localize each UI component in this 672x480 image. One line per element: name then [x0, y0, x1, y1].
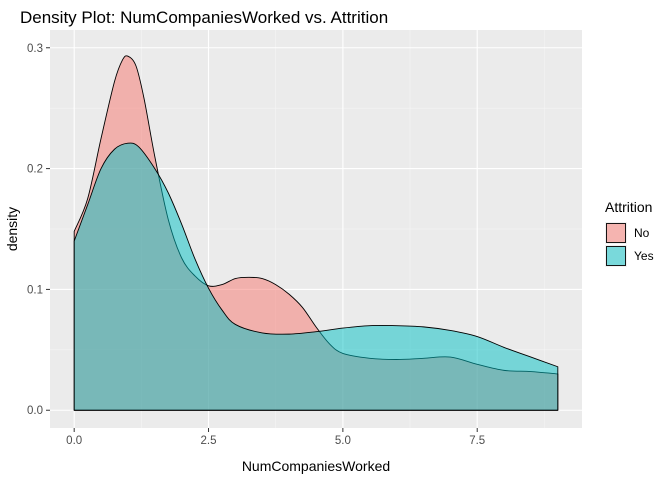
legend-item-yes: Yes — [605, 245, 654, 267]
x-tick-label: 2.5 — [201, 435, 217, 447]
legend-label: Yes — [634, 249, 654, 263]
y-tick-label: 0.2 — [27, 164, 43, 176]
x-axis-title: NumCompaniesWorked — [242, 458, 390, 474]
density-areas — [73, 55, 559, 411]
legend: Attrition No Yes — [605, 199, 654, 267]
y-tick-label: 0.3 — [27, 43, 43, 55]
x-tick-label: 5.0 — [335, 435, 351, 447]
x-tick-label: 7.5 — [469, 435, 485, 447]
x-tick-label: 0.0 — [66, 435, 82, 447]
legend-label: No — [634, 226, 650, 240]
density-area-yes — [73, 142, 559, 411]
x-axis: 0.0 2.5 5.0 7.5 — [66, 428, 485, 447]
legend-swatch — [606, 246, 626, 266]
legend-title: Attrition — [605, 199, 652, 215]
chart-title: Density Plot: NumCompaniesWorked vs. Att… — [20, 8, 388, 27]
legend-swatch — [606, 223, 626, 243]
y-tick-label: 0.1 — [27, 284, 43, 296]
legend-item-no: No — [605, 222, 650, 244]
y-axis-title: density — [4, 207, 20, 251]
y-axis: 0.0 0.1 0.2 0.3 — [27, 43, 50, 417]
y-tick-label: 0.0 — [27, 405, 43, 417]
